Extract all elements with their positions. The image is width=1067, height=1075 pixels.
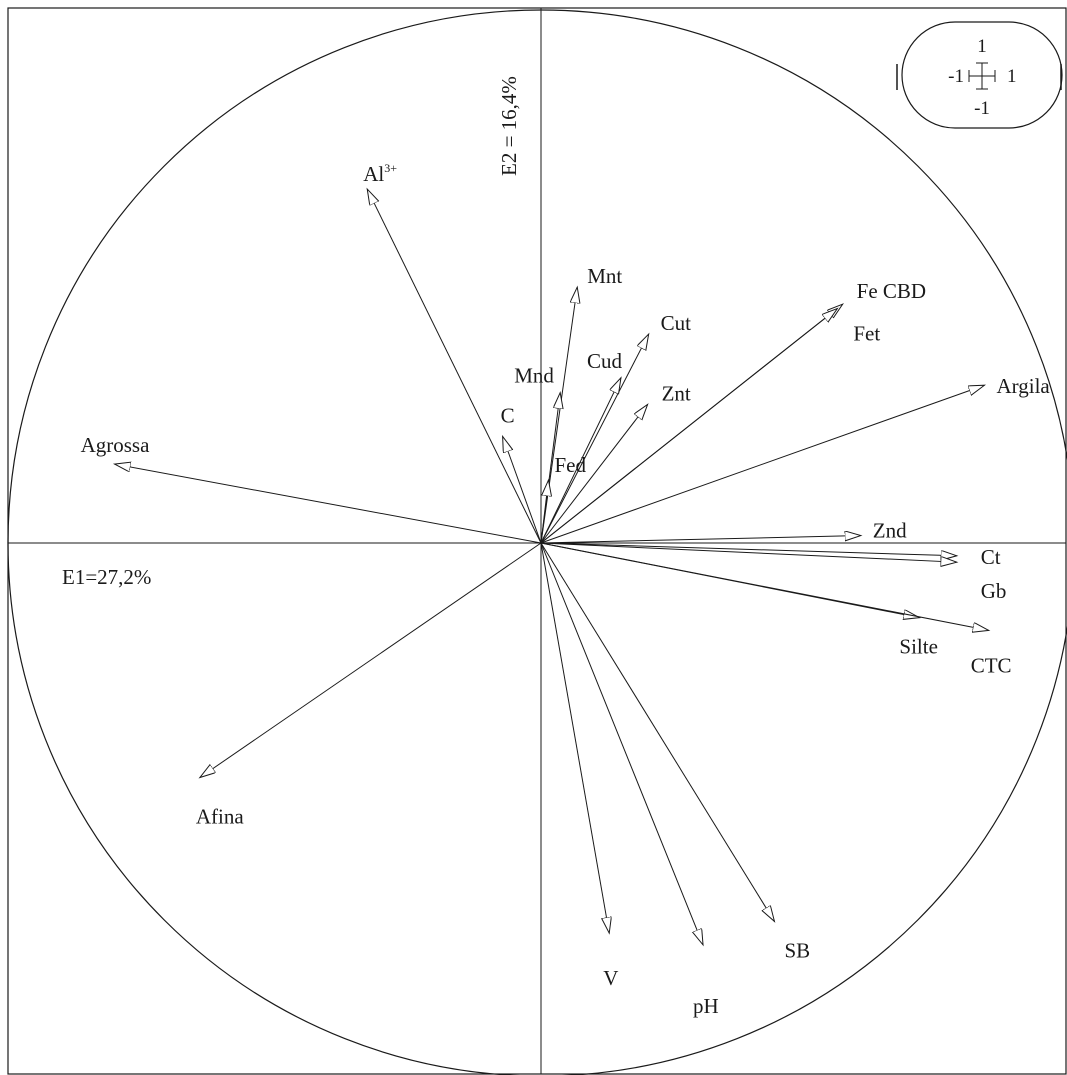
vector-label-al: Al3+	[363, 161, 397, 186]
vector-arrow-agrossa	[115, 464, 542, 544]
vector-label-gb: Gb	[981, 579, 1007, 603]
vector-label-fe-cbd: Fe CBD	[857, 279, 926, 303]
vector-label-sup-al: 3+	[384, 161, 397, 175]
vector-arrow-sb	[540, 542, 774, 921]
vector-arrow-znd	[540, 536, 861, 544]
vector-label-cud: Cud	[587, 349, 623, 373]
scale-label-top: 1	[977, 36, 987, 57]
plot-frame	[7, 7, 1067, 1075]
vector-arrow-fet	[540, 308, 837, 544]
vector-label-fet: Fet	[853, 321, 880, 345]
vector-arrow-fed	[540, 480, 548, 544]
vector-label-fed: Fed	[554, 453, 586, 477]
vector-arrow-v	[540, 542, 609, 933]
vector-label-sb: SB	[784, 938, 810, 962]
vector-arrow-ctc	[540, 542, 989, 630]
scale-label-left: -1	[948, 66, 964, 87]
vector-arrow-gb	[540, 542, 957, 562]
vector-arrow-mnt	[540, 287, 577, 544]
vector-arrow-argila	[540, 385, 984, 544]
vector-arrow-cud	[540, 378, 621, 544]
vector-arrow-al	[367, 189, 542, 544]
vector-label-ct: Ct	[981, 545, 1001, 569]
scale-label-bottom: -1	[974, 98, 990, 119]
vector-label-silte: Silte	[899, 635, 938, 659]
vector-label-argila: Argila	[996, 374, 1050, 398]
vector-label-ctc: CTC	[971, 653, 1012, 677]
y-axis-label: E2 = 16,4%	[497, 76, 521, 176]
vector-label-mnt: Mnt	[587, 264, 622, 288]
vector-arrow-ct	[540, 542, 957, 556]
vector-arrow-afina	[200, 542, 542, 778]
scale-box-outline	[901, 21, 1063, 129]
vector-arrow-c	[503, 436, 542, 544]
vector-label-cut: Cut	[661, 311, 692, 335]
vector-label-znt: Znt	[662, 381, 691, 405]
scale-box: 1 -1 -1 1	[896, 21, 1063, 129]
vector-label-mnd: Mnd	[514, 364, 554, 388]
scale-label-right: 1	[1007, 66, 1017, 87]
x-axis-label: E1=27,2%	[62, 565, 151, 589]
vector-arrow-cut	[540, 334, 649, 544]
vector-label-c: C	[501, 403, 515, 427]
vector-label-agrossa: Agrossa	[81, 433, 151, 457]
vector-label-znd: Znd	[873, 519, 907, 543]
vector-label-v: V	[603, 966, 618, 990]
vector-arrow-znt	[540, 404, 648, 544]
vector-label-afina: Afina	[196, 805, 244, 829]
vector-arrow-ph	[540, 542, 703, 945]
vector-label-ph: pH	[693, 994, 719, 1018]
